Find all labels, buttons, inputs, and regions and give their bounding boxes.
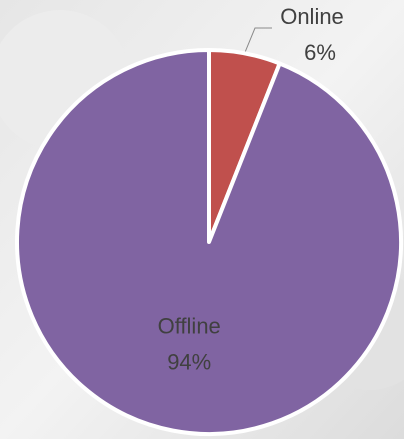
data-label-value: 94% bbox=[167, 350, 211, 375]
pie-slice bbox=[15, 48, 403, 436]
data-label-category: Offline bbox=[158, 314, 221, 339]
data-label-value: 6% bbox=[304, 40, 336, 65]
leader-line bbox=[244, 27, 272, 52]
data-label-category: Online bbox=[280, 4, 344, 29]
